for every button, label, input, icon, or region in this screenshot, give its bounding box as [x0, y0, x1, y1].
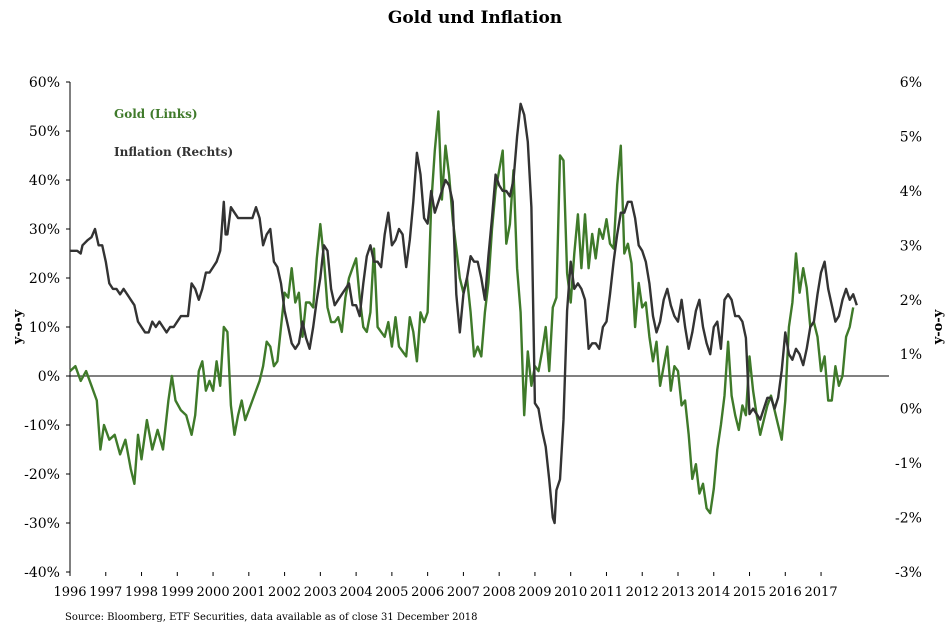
y-right-tick-label: -1% [895, 456, 922, 472]
x-tick-label: 2015 [733, 585, 766, 600]
y-left-axis-label: y-o-y [11, 309, 26, 345]
y-left-tick-label: 30% [29, 222, 60, 238]
x-tick-label: 1999 [161, 585, 194, 600]
x-tick-label: 2008 [483, 585, 516, 600]
chart-title: Gold und Inflation [387, 8, 563, 28]
legend: Gold (Links) Inflation (Rechts) [114, 107, 233, 159]
legend-entry: Gold (Links) [114, 107, 198, 121]
axes: 60% 50% 40% 30% 20% 10% 0% -10% -20% -30% -40% 6% 5%… [11, 75, 946, 600]
y-left-tick-label: 0% [38, 369, 60, 385]
y-right-axis-label: y-o-y [931, 309, 946, 345]
x-tick-label: 2001 [232, 585, 265, 600]
x-tick-label: 2004 [340, 585, 373, 600]
y-right-tick-label: 1% [900, 347, 922, 363]
legend-entry: Inflation (Rechts) [114, 145, 233, 159]
x-tick-label: 2013 [661, 585, 694, 600]
x-tick-label: 2005 [375, 585, 408, 600]
x-tick-label: 2014 [697, 585, 730, 600]
x-tick-label: 1998 [125, 585, 158, 600]
x-tick-label: 1997 [89, 585, 122, 600]
y-left-tick-label: -30% [24, 516, 60, 532]
x-tick-label: 2003 [304, 585, 337, 600]
x-tick-label: 2006 [411, 585, 444, 600]
y-left-tick-label: -40% [24, 565, 60, 581]
y-right-tick-label: 0% [900, 402, 922, 418]
y-left-tick-label: -10% [24, 418, 60, 434]
x-tick-label: 1996 [53, 585, 86, 600]
x-tick-label: 2010 [554, 585, 587, 600]
x-tick-label: 2009 [518, 585, 551, 600]
x-tick-label: 2012 [626, 585, 659, 600]
y-right-tick-label: 5% [900, 129, 922, 145]
y-right-tick-label: 2% [900, 293, 922, 309]
x-tick-label: 2000 [197, 585, 230, 600]
series-layer [69, 102, 858, 525]
source-note: Source: Bloomberg, ETF Securities, data … [65, 612, 478, 623]
y-left-tick-label: -20% [24, 467, 60, 483]
inflation-series-line [70, 102, 858, 525]
y-left-tick-label: 50% [29, 124, 60, 140]
y-left-tick-label: 10% [29, 320, 60, 336]
gold-series-line [69, 110, 855, 515]
x-tick-label: 2017 [805, 585, 838, 600]
x-tick-label: 2016 [769, 585, 802, 600]
x-tick-label: 2011 [590, 585, 623, 600]
y-right-tick-label: 4% [900, 184, 922, 200]
y-right-tick-label: 3% [900, 238, 922, 254]
y-left-tick-label: 40% [29, 173, 60, 189]
y-left-tick-label: 20% [29, 271, 60, 287]
x-tick-label: 2007 [447, 585, 480, 600]
x-tick-label: 2002 [268, 585, 301, 600]
y-left-tick-label: 60% [29, 75, 60, 91]
y-right-tick-label: -2% [895, 511, 922, 527]
y-right-tick-label: 6% [900, 75, 922, 91]
y-right-tick-label: -3% [895, 565, 922, 581]
